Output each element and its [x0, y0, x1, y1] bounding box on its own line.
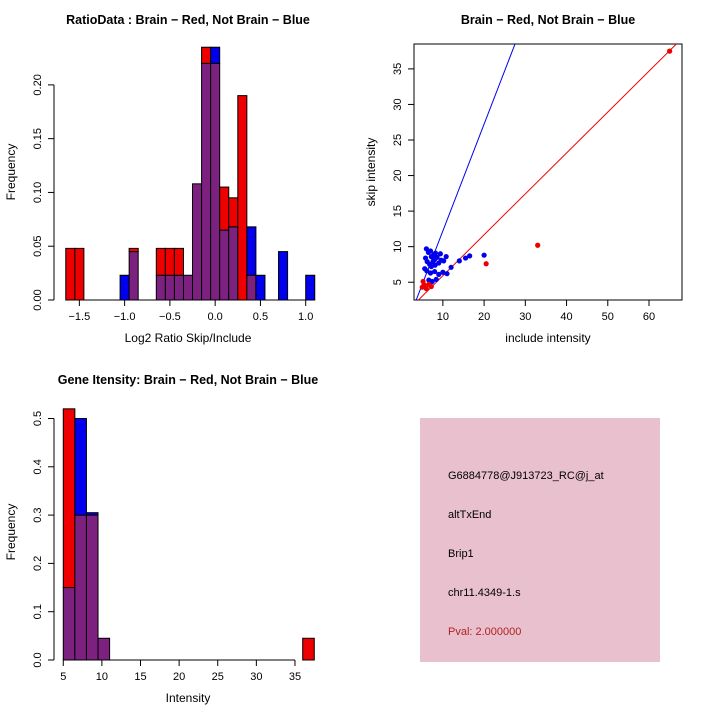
intensity-scatter-ytick-label: 5: [392, 279, 404, 285]
intensity-scatter-plot-box: [413, 43, 683, 301]
intensity-scatter-xtick-label: 60: [643, 311, 655, 323]
info-panel: G6884778@J913723_RC@j_at altTxEnd Brip1 …: [420, 418, 660, 662]
intensity-scatter-fit-lines: [415, 44, 678, 300]
intensity-scatter-xtick-label: 30: [519, 311, 531, 323]
gene-hist-ytick-label: 0.1: [32, 604, 44, 619]
gene-hist-bars: [62, 408, 315, 661]
gene-hist-xlabel: Intensity: [166, 691, 211, 705]
ratio-hist-ytick-label: 0.05: [32, 236, 44, 257]
intensity-scatter-ytick-label: 15: [392, 205, 404, 217]
ratio-hist-xtick-label: 1.0: [298, 311, 313, 323]
gene-hist-xtick-label: 5: [60, 671, 66, 683]
gene-hist-svg: Gene Itensity: Brain − Red, Not Brain − …: [4, 373, 319, 705]
gene-hist-xtick-label: 20: [173, 671, 185, 683]
panel-info: G6884778@J913723_RC@j_at altTxEnd Brip1 …: [360, 360, 720, 720]
gene-hist-xtick-label: 10: [96, 671, 108, 683]
intensity-scatter-points-not-brain: [422, 246, 487, 285]
gene-hist-xtick-label: 35: [289, 671, 301, 683]
gene-hist-ytick-label: 0.2: [32, 556, 44, 571]
ratio-hist-title: RatioData : Brain − Red, Not Brain − Blu…: [66, 13, 310, 27]
intensity-scatter-svg: Brain − Red, Not Brain − Blue 10 20 30 40 50 6…: [364, 13, 683, 345]
ratio-hist-xtick-label: −1.5: [68, 311, 90, 323]
intensity-scatter-ytick-label: 20: [392, 169, 404, 181]
intensity-scatter-ylabel: skip intensity: [364, 138, 378, 207]
ratio-hist-bars: [65, 46, 316, 301]
intensity-scatter-xtick-label: 40: [560, 311, 572, 323]
ratio-hist-ytick-label: 0.00: [32, 289, 44, 310]
ratio-hist-ylabel: Frequency: [4, 144, 18, 201]
gene-hist-title: Gene Itensity: Brain − Red, Not Brain − …: [58, 373, 319, 387]
info-line-probe-id: G6884778@J913723_RC@j_at: [448, 470, 604, 482]
ratio-hist-ytick-label: 0.20: [32, 74, 44, 95]
gene-hist-ytick-label: 0.5: [32, 411, 44, 426]
ratio-hist-ytick-label: 0.10: [32, 182, 44, 203]
info-line-event-type: altTxEnd: [448, 509, 492, 521]
panel-ratio-histogram: RatioData : Brain − Red, Not Brain − Blu…: [0, 0, 360, 360]
intensity-scatter-xtick-label: 20: [478, 311, 490, 323]
intensity-scatter-title: Brain − Red, Not Brain − Blue: [461, 13, 635, 27]
gene-hist-xtick-label: 25: [212, 671, 224, 683]
ratio-hist-xtick-label: −1.0: [114, 311, 136, 323]
info-line-location: chr11.4349-1.s: [448, 587, 521, 599]
ratio-hist-xtick-label: 0.5: [253, 311, 268, 323]
ratio-hist-xtick-label: 0.0: [208, 311, 223, 323]
intensity-scatter-points-brain: [419, 48, 673, 292]
intensity-scatter-xtick-label: 10: [437, 311, 449, 323]
ratio-hist-ytick-label: 0.15: [32, 128, 44, 149]
panel-intensity-scatter: Brain − Red, Not Brain − Blue 10 20 30 40 50 6…: [360, 0, 720, 360]
intensity-scatter-xtick-label: 50: [602, 311, 614, 323]
gene-hist-xtick-label: 30: [250, 671, 262, 683]
ratio-hist-svg: RatioData : Brain − Red, Not Brain − Blu…: [4, 13, 316, 345]
intensity-scatter-xlabel: include intensity: [505, 331, 590, 345]
intensity-scatter-ytick-label: 10: [392, 241, 404, 253]
gene-hist-ytick-label: 0.0: [32, 652, 44, 667]
info-line-gene-name: Brip1: [448, 548, 474, 560]
gene-hist-ytick-label: 0.3: [32, 507, 44, 522]
intensity-scatter-ytick-label: 30: [392, 98, 404, 110]
intensity-scatter-ytick-label: 35: [392, 63, 404, 75]
gene-hist-ytick-label: 0.4: [32, 459, 44, 474]
info-line-pval: Pval: 2.000000: [448, 626, 522, 638]
ratio-hist-xlabel: Log2 Ratio Skip/Include: [125, 331, 252, 345]
panel-gene-histogram: Gene Itensity: Brain − Red, Not Brain − …: [0, 360, 360, 720]
intensity-scatter-ytick-label: 25: [392, 134, 404, 146]
gene-hist-ylabel: Frequency: [4, 504, 18, 561]
ratio-hist-xtick-label: −0.5: [159, 311, 181, 323]
gene-hist-xtick-label: 15: [134, 671, 146, 683]
